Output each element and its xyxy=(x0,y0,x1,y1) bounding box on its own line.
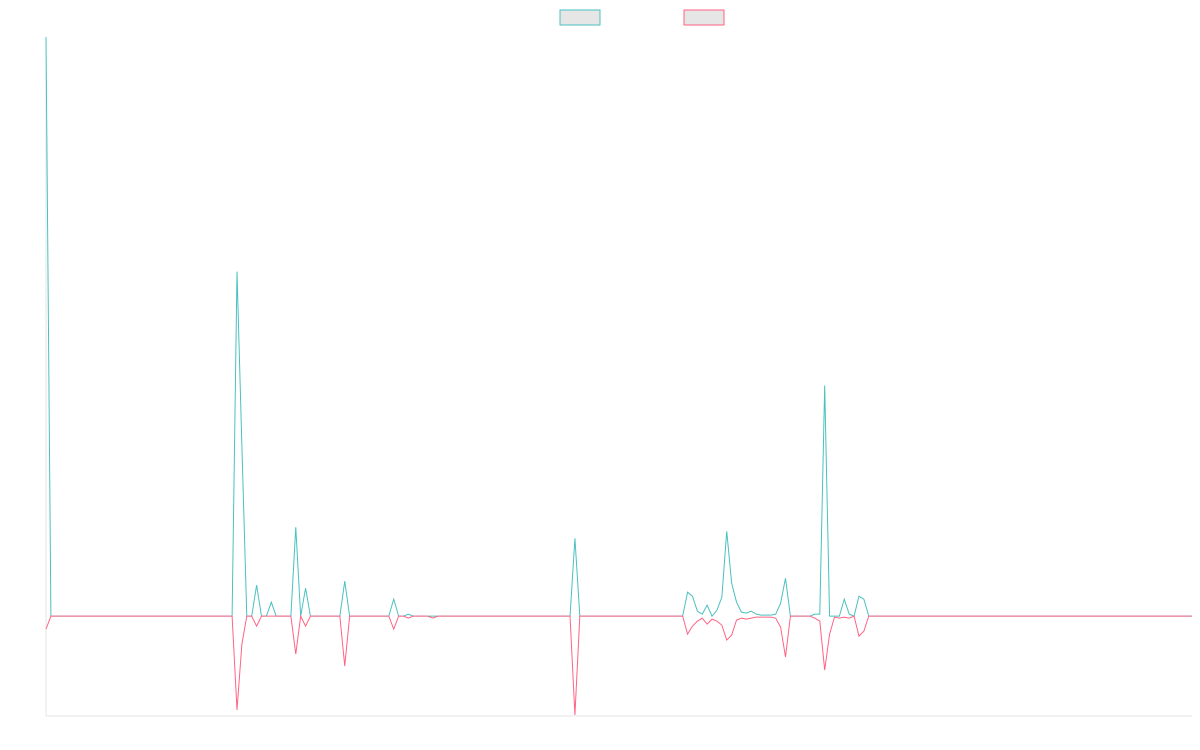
series-line xyxy=(45,36,1192,618)
legend-swatch[interactable] xyxy=(683,9,725,26)
series-line xyxy=(45,614,1192,716)
legend-swatch[interactable] xyxy=(559,9,601,26)
